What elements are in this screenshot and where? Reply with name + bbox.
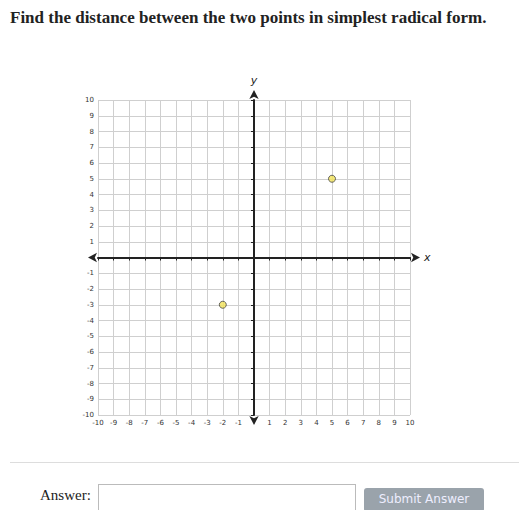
svg-text:-9: -9: [110, 419, 117, 427]
svg-text:9: 9: [392, 419, 396, 427]
svg-text:2: 2: [283, 419, 287, 427]
svg-text:-1: -1: [235, 419, 242, 427]
svg-text:-10: -10: [92, 419, 103, 427]
svg-text:3: 3: [299, 419, 303, 427]
svg-text:x: x: [423, 251, 431, 264]
svg-text:10: 10: [85, 96, 94, 104]
svg-text:1: 1: [267, 419, 271, 427]
svg-text:-3: -3: [87, 301, 94, 309]
svg-text:y: y: [250, 74, 258, 87]
svg-text:-5: -5: [173, 419, 180, 427]
svg-text:-8: -8: [126, 419, 133, 427]
svg-text:-3: -3: [204, 419, 211, 427]
svg-text:-2: -2: [219, 419, 226, 427]
svg-text:9: 9: [90, 112, 94, 120]
svg-text:-6: -6: [87, 348, 95, 356]
svg-text:5: 5: [90, 175, 94, 183]
svg-text:7: 7: [90, 143, 94, 151]
svg-text:-7: -7: [87, 364, 94, 372]
svg-text:-6: -6: [157, 419, 165, 427]
svg-text:-4: -4: [87, 317, 95, 325]
svg-text:2: 2: [90, 222, 94, 230]
svg-text:4: 4: [90, 191, 95, 199]
svg-text:1: 1: [90, 238, 94, 246]
html-text:Find the distance between the: Find the distance between the two points…: [10, 8, 487, 27]
svg-text:-7: -7: [141, 419, 148, 427]
svg-text:10: 10: [406, 419, 415, 427]
svg-text:-1: -1: [87, 269, 94, 277]
svg-text:8: 8: [90, 128, 94, 136]
html-text:Answer:: Answer:: [40, 487, 91, 503]
svg-text:-2: -2: [87, 285, 94, 293]
svg-text:-5: -5: [87, 332, 94, 340]
svg-text:-8: -8: [87, 380, 94, 388]
svg-text:4: 4: [314, 419, 319, 427]
svg-text:3: 3: [90, 206, 94, 214]
svg-text:7: 7: [361, 419, 365, 427]
svg-text:-10: -10: [82, 411, 94, 419]
svg-text:-4: -4: [188, 419, 196, 427]
svg-text:6: 6: [90, 159, 95, 167]
html-text:Submit Answer: Submit Answer: [378, 492, 470, 506]
svg-text:5: 5: [330, 419, 334, 427]
svg-text:8: 8: [377, 419, 381, 427]
svg-text:-9: -9: [87, 395, 94, 403]
svg-text:6: 6: [345, 419, 350, 427]
